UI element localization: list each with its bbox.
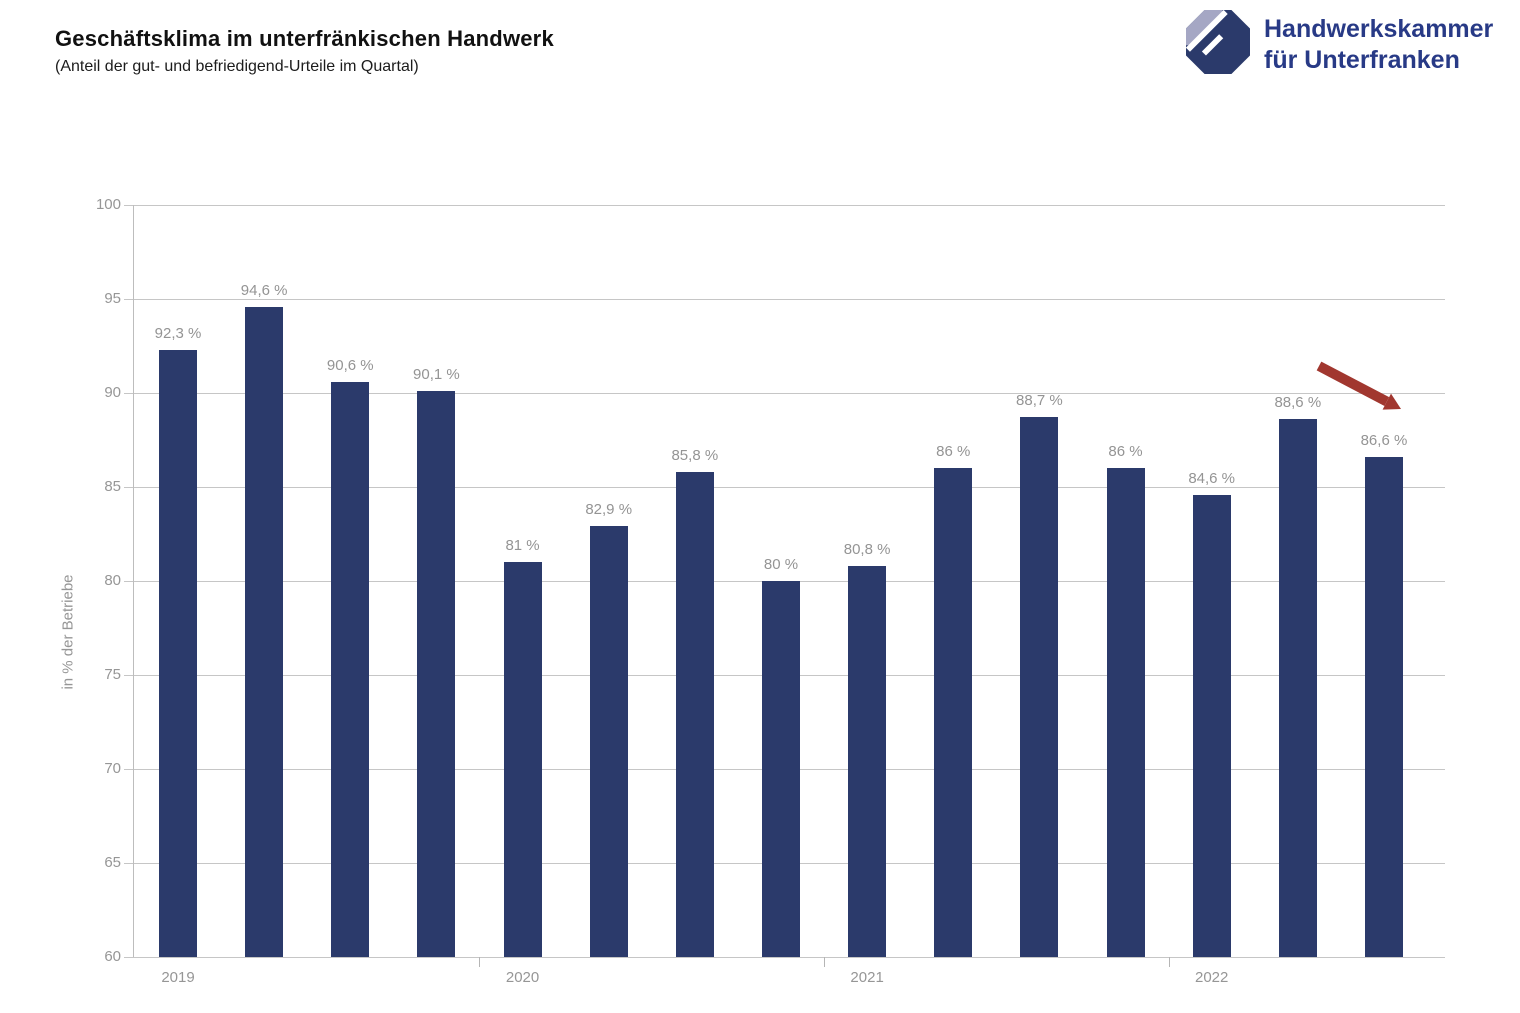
bar-value-label: 90,1 % [413,366,460,384]
y-axis-label-85: 85 [104,478,121,495]
octagon-emblem-icon [1185,9,1250,79]
logo-text-line2: für Unterfranken [1264,46,1460,74]
plot-area: 100 95 90 85 80 75 70 65 60 92,3 % 94,6 % 90,6 % 90,… [96,196,1445,986]
bar-value-label: 86 % [936,443,971,461]
y-axis-label-60: 60 [104,948,121,965]
bar-2019-Q4 [417,391,456,957]
x-axis-tick [1168,957,1170,967]
bar-2020-Q2 [589,526,628,957]
gridline-90 [124,392,1445,394]
gridline-85 [124,486,1445,488]
bar-value-label: 82,9 % [585,501,633,519]
logo-text-line1: Handwerkskammer [1264,15,1494,43]
bar-2020-Q3 [675,471,714,957]
bar-2022-Q3 [1364,456,1403,957]
bar-value-label: 81 % [505,537,540,555]
gridline-95 [124,298,1445,300]
bar-value-label: 86 % [1108,443,1143,461]
y-axis-label-90: 90 [104,384,121,401]
bar-2022-Q1 [1192,494,1231,957]
bar-value-label: 80 % [763,556,799,573]
bar-2019-Q2 [245,306,284,957]
x-axis-tick [824,957,826,967]
bar-2020-Q4 [761,581,800,957]
bar-value-label: 85,8 % [671,446,719,464]
y-axis-label-95: 95 [104,290,121,307]
downward-trend-arrow-icon [1316,361,1401,410]
bar-2019-Q3 [331,381,370,957]
bar-2020-Q1 [503,562,542,957]
bar-value-label: 86,6 % [1360,431,1408,449]
y-axis-label-65: 65 [104,854,121,871]
x-year-label-2021: 2021 [850,969,884,986]
bar-value-label: 90,6 % [326,356,374,374]
y-axis-label-70: 70 [104,760,121,777]
bar-2022-Q2 [1278,419,1317,957]
bar-2021-Q3 [1020,417,1059,957]
x-year-label-2022: 2022 [1194,969,1229,986]
gridline-60 [124,956,1445,958]
bar-2019-Q1 [159,349,197,957]
y-axis-title: in % der Betriebe [59,574,77,690]
y-axis-line [133,205,134,957]
gridline-100 [124,204,1445,206]
bar-value-label: 84,6 % [1188,469,1236,487]
x-year-label-2020: 2020 [505,969,540,986]
logo-text: Handwerkskammer für Unterfranken [1264,14,1493,79]
bar-2021-Q4 [1106,468,1145,957]
bar-2021-Q2 [934,468,973,957]
page-subtitle: (Anteil der gut- und befriedigend-Urteil… [55,58,419,75]
bar-value-label: 80,8 % [843,540,891,558]
y-axis-label-80: 80 [104,572,121,589]
logo: Handwerkskammer für Unterfranken [1185,9,1493,79]
page-title: Geschäftsklima im unterfränkischen Handw… [55,26,554,51]
bar-value-label: 88,7 % [1016,392,1063,410]
bar-value-label: 92,3 % [154,324,202,342]
y-axis-label-100: 100 [95,196,121,213]
bar-value-label: 94,6 % [240,281,288,299]
x-year-label-2019: 2019 [161,969,195,986]
bar-value-label: 88,6 % [1274,394,1322,412]
bar-2021-Q1 [848,565,887,957]
y-axis-label-75: 75 [104,666,121,683]
x-axis-tick [479,957,481,967]
